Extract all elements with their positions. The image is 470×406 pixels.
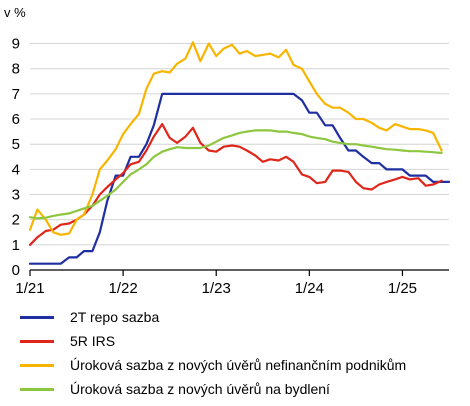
series-line-0	[28, 92, 451, 265]
legend-swatch-business-loans	[20, 363, 54, 367]
y-tick-label: 6	[12, 111, 20, 128]
x-tick-label: 1/22	[109, 280, 138, 297]
x-tick-label: 1/24	[295, 280, 324, 297]
x-axis: 1/21 1/22 1/23 1/24 1/25	[15, 269, 449, 297]
y-tick-label: 9	[12, 36, 20, 53]
legend-item-repo: 2T repo sazba	[20, 305, 465, 329]
y-tick-label: 8	[12, 61, 20, 78]
series-line-2	[28, 41, 443, 236]
series-line-1	[28, 123, 443, 246]
y-tick-label: 3	[12, 187, 20, 204]
y-tick-label: 7	[12, 86, 20, 103]
legend-swatch-housing-loans	[20, 387, 54, 391]
y-tick-label: 5	[12, 136, 20, 153]
series-line-3	[28, 129, 443, 220]
legend-item-housing-loans: Úroková sazba z nových úvěrů na bydlení	[20, 377, 465, 401]
x-tick-label: 1/25	[388, 280, 417, 297]
x-tick-label: 1/21	[15, 280, 44, 297]
legend-item-business-loans: Úroková sazba z nových úvěrů nefinančním…	[20, 353, 465, 377]
legend-swatch-repo	[20, 315, 54, 319]
y-axis-ticks: 0 1 2 3 4 5 6 7 8 9	[12, 36, 20, 279]
legend-item-irs: 5R IRS	[20, 329, 465, 353]
gridlines	[30, 43, 449, 246]
legend-label-housing-loans: Úroková sazba z nových úvěrů na bydlení	[70, 381, 330, 397]
y-tick-label: 1	[12, 237, 20, 254]
legend-label-repo: 2T repo sazba	[70, 309, 160, 325]
x-tick-label: 1/23	[202, 280, 231, 297]
legend-label-irs: 5R IRS	[70, 333, 116, 349]
y-tick-label: 2	[12, 212, 20, 229]
y-unit-label: v %	[4, 5, 26, 20]
legend-swatch-irs	[20, 339, 54, 343]
y-tick-label: 0	[12, 262, 20, 279]
y-tick-label: 4	[12, 161, 20, 178]
series-lines	[28, 41, 451, 265]
legend-label-business-loans: Úroková sazba z nových úvěrů nefinančním…	[70, 357, 407, 373]
legend: 2T repo sazba 5R IRS Úroková sazba z nov…	[20, 305, 465, 401]
